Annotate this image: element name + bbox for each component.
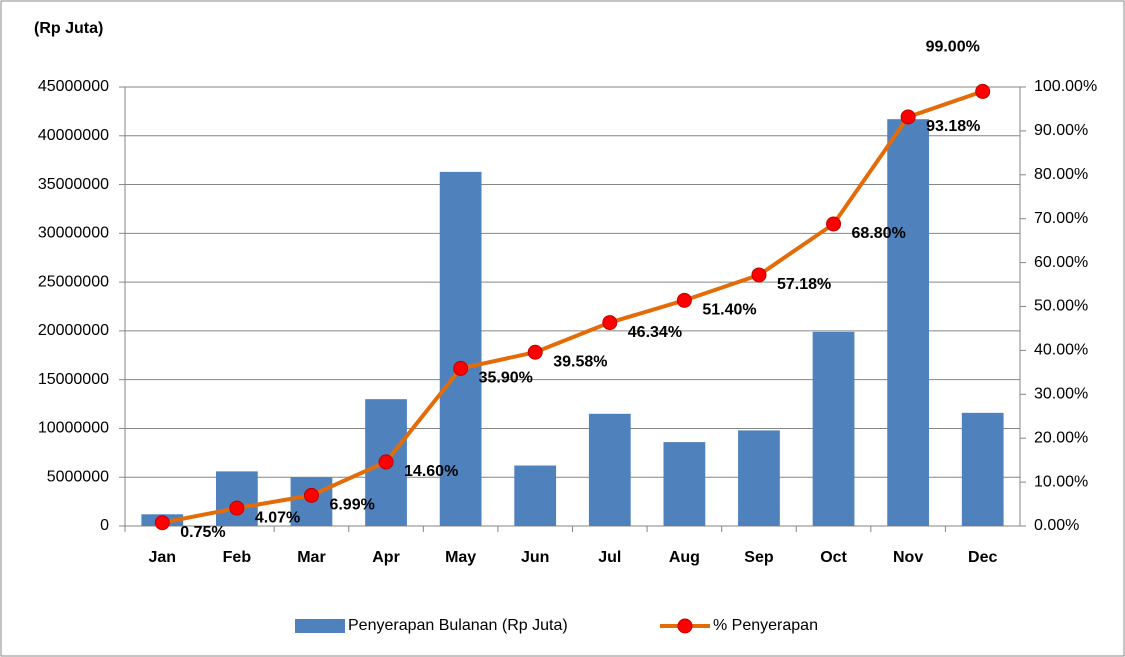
legend-swatch (295, 619, 345, 633)
y-tick-label: 20000000 (38, 322, 109, 339)
data-label: 4.07% (255, 509, 300, 526)
data-label: 39.58% (553, 353, 607, 370)
data-label: 68.80% (852, 225, 906, 242)
marker (154, 515, 170, 531)
y-tick-label: 5000000 (47, 468, 109, 485)
bar (812, 331, 855, 526)
bar (738, 430, 780, 526)
marker (378, 454, 394, 470)
data-label: 46.34% (628, 324, 682, 341)
bar (961, 412, 1004, 526)
line (161, 89, 984, 525)
marker (676, 292, 692, 308)
bar (514, 465, 557, 526)
y-tick-label: 10000000 (38, 420, 109, 437)
bar (887, 119, 930, 527)
y-tick-label: 0 (100, 517, 109, 534)
marker (826, 216, 842, 232)
marker (751, 267, 767, 283)
y-tick-label: 25000000 (38, 273, 109, 290)
marker (602, 315, 618, 331)
data-label: 99.00% (926, 39, 980, 56)
marker (527, 344, 543, 360)
marker (900, 109, 916, 125)
x-tick-label: Sep (744, 549, 774, 566)
data-label: 57.18% (777, 276, 831, 293)
y-tick-label: 40000000 (38, 127, 109, 144)
bar (215, 471, 258, 526)
chart-title: (Rp Juta) (34, 20, 103, 37)
data-label: 0.75% (180, 524, 225, 541)
x-tick-label: Jan (149, 549, 177, 566)
y2-tick-label: 70.00% (1034, 210, 1088, 227)
y-tick-label: 30000000 (38, 225, 109, 242)
x-tick-label: Jul (598, 549, 621, 566)
bar (588, 413, 631, 526)
y2-tick-label: 0.00% (1034, 517, 1079, 534)
marker (453, 360, 469, 376)
x-tick-label: May (445, 549, 476, 566)
legend-marker (677, 618, 693, 634)
y-tick-label: 15000000 (38, 371, 109, 388)
x-tick-label: Aug (669, 549, 700, 566)
y2-tick-label: 80.00% (1034, 166, 1088, 183)
marker (229, 500, 245, 516)
data-label: 93.18% (926, 118, 980, 135)
y2-tick-label: 60.00% (1034, 254, 1088, 271)
bar (439, 171, 482, 526)
x-tick-label: Apr (372, 549, 400, 566)
y2-tick-label: 90.00% (1034, 122, 1088, 139)
x-tick-label: Dec (968, 549, 997, 566)
data-label: 6.99% (329, 497, 374, 514)
x-tick-label: Nov (893, 549, 923, 566)
y2-tick-label: 100.00% (1034, 78, 1097, 95)
data-label: 51.40% (702, 302, 756, 319)
data-label: 35.90% (479, 370, 533, 387)
marker (303, 487, 319, 503)
y2-tick-label: 10.00% (1034, 473, 1088, 490)
data-label: 14.60% (404, 463, 458, 480)
x-tick-label: Mar (297, 549, 325, 566)
x-tick-label: Oct (820, 549, 847, 566)
x-tick-label: Feb (223, 549, 252, 566)
y2-tick-label: 50.00% (1034, 298, 1088, 315)
x-tick-label: Jun (521, 549, 549, 566)
y2-tick-label: 40.00% (1034, 342, 1088, 359)
marker (975, 83, 991, 99)
legend-label: Penyerapan Bulanan (Rp Juta) (348, 617, 568, 634)
y2-tick-label: 30.00% (1034, 386, 1088, 403)
y-tick-label: 45000000 (38, 78, 109, 95)
bar (663, 442, 706, 526)
y2-tick-label: 20.00% (1034, 429, 1088, 446)
y-tick-label: 35000000 (38, 176, 109, 193)
legend-label: % Penyerapan (713, 617, 818, 634)
